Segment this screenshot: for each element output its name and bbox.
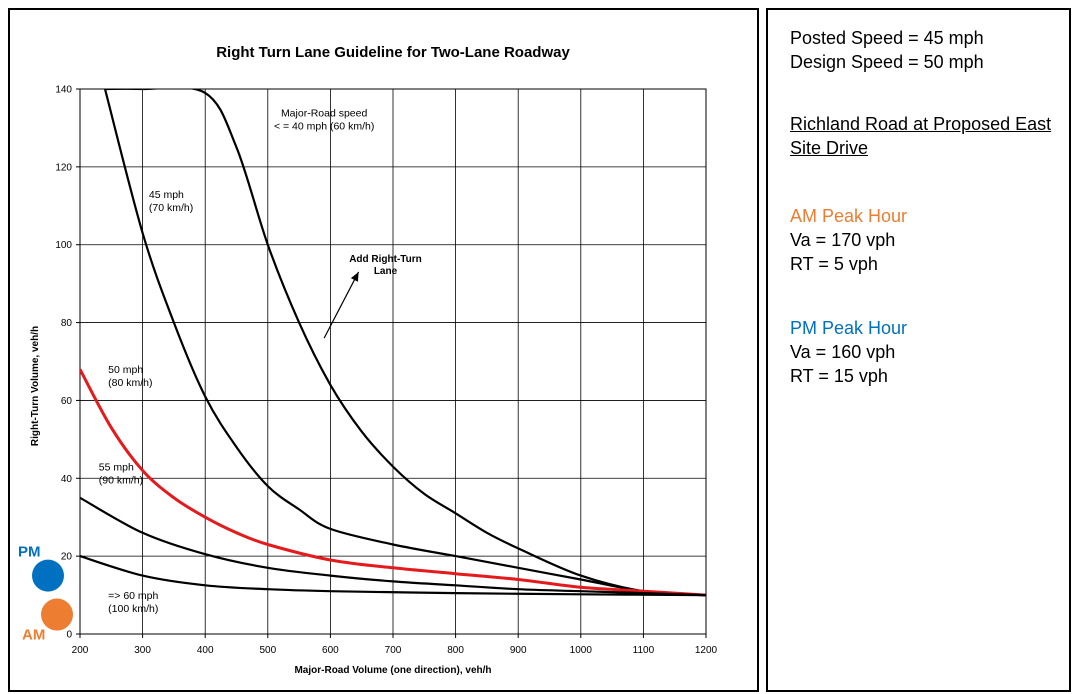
label-45mph-line: 45 mph bbox=[149, 189, 184, 201]
x-tick-label: 1200 bbox=[695, 645, 718, 656]
am-right-turn: RT = 5 vph bbox=[790, 254, 878, 274]
x-axis-label: Major-Road Volume (one direction), veh/h bbox=[294, 665, 491, 676]
pm-right-turn: RT = 15 vph bbox=[790, 366, 888, 386]
label-50mph-line: (80 km/h) bbox=[108, 377, 152, 389]
x-tick-label: 700 bbox=[385, 645, 402, 656]
y-tick-label: 140 bbox=[55, 85, 72, 96]
annotation-line: Add Right-Turn bbox=[349, 254, 422, 265]
label-60mph-line: (100 km/h) bbox=[108, 603, 158, 615]
x-tick-label: 900 bbox=[510, 645, 527, 656]
x-tick-label: 800 bbox=[447, 645, 464, 656]
location-line-2: Site Drive bbox=[790, 138, 869, 158]
label-55mph-line: 55 mph bbox=[99, 462, 134, 474]
x-tick-label: 500 bbox=[259, 645, 276, 656]
label-55mph-line: (90 km/h) bbox=[99, 475, 143, 487]
grid bbox=[76, 88, 707, 638]
design-speed: Design Speed = 50 mph bbox=[790, 52, 984, 72]
y-tick-label: 0 bbox=[66, 630, 72, 641]
x-tick-label: 1100 bbox=[633, 645, 655, 656]
label-50mph-line: 50 mph bbox=[108, 364, 143, 376]
posted-speed: Posted Speed = 45 mph bbox=[790, 28, 984, 48]
label-45mph-line: (70 km/h) bbox=[149, 202, 193, 214]
label-40mph-line: < = 40 mph (60 km/h) bbox=[274, 120, 374, 132]
curve-50mph bbox=[80, 368, 706, 597]
y-tick-label: 20 bbox=[61, 552, 73, 563]
pm-point-label: PM bbox=[18, 544, 41, 561]
x-tick-label: 200 bbox=[72, 645, 89, 656]
pm-point-marker bbox=[32, 559, 64, 592]
curve-45mph bbox=[103, 89, 706, 597]
info-panel: Posted Speed = 45 mph Design Speed = 50 … bbox=[766, 8, 1071, 692]
curve-55mph bbox=[80, 496, 706, 597]
tick-labels: 200 300 400 500 600 700 800 900 1000 1100 1200 0 20 4… bbox=[55, 85, 717, 657]
location-line-1: Richland Road at Proposed East bbox=[790, 114, 1052, 134]
am-point-label: AM bbox=[22, 627, 45, 644]
curve-labels: Major-Road speed< = 40 mph (60 km/h) 45 m… bbox=[99, 107, 375, 615]
curve-60mph bbox=[80, 555, 706, 597]
chart-title: Right Turn Lane Guideline for Two-Lane R… bbox=[216, 44, 570, 61]
label-60mph-line: => 60 mph bbox=[108, 590, 158, 602]
annotation-arrow bbox=[323, 271, 360, 339]
curves bbox=[80, 89, 706, 597]
study-points: PM AM bbox=[18, 544, 73, 644]
x-tick-label: 300 bbox=[134, 645, 151, 656]
curve-40mph bbox=[105, 89, 706, 597]
x-tick-label: 600 bbox=[322, 645, 339, 656]
pm-volume: Va = 160 vph bbox=[790, 342, 896, 362]
am-volume: Va = 170 vph bbox=[790, 230, 896, 250]
annotation-line: Lane bbox=[374, 266, 398, 277]
x-tick-label: 1000 bbox=[570, 645, 593, 656]
annotation-arrowhead bbox=[350, 271, 359, 282]
y-tick-label: 100 bbox=[55, 240, 72, 251]
y-tick-label: 120 bbox=[55, 162, 72, 173]
am-point-marker bbox=[41, 598, 73, 631]
pm-peak-header: PM Peak Hour bbox=[790, 318, 908, 338]
label-40mph-line: Major-Road speed bbox=[281, 107, 368, 119]
am-peak-header: AM Peak Hour bbox=[790, 206, 908, 226]
y-tick-label: 80 bbox=[61, 318, 73, 329]
y-tick-label: 40 bbox=[61, 474, 73, 485]
y-tick-label: 60 bbox=[61, 396, 73, 407]
right-turn-chart: Right Turn Lane Guideline for Two-Lane R… bbox=[18, 44, 718, 676]
x-tick-label: 400 bbox=[197, 645, 214, 656]
y-axis-label: Right-Turn Volume, veh/h bbox=[30, 326, 41, 446]
